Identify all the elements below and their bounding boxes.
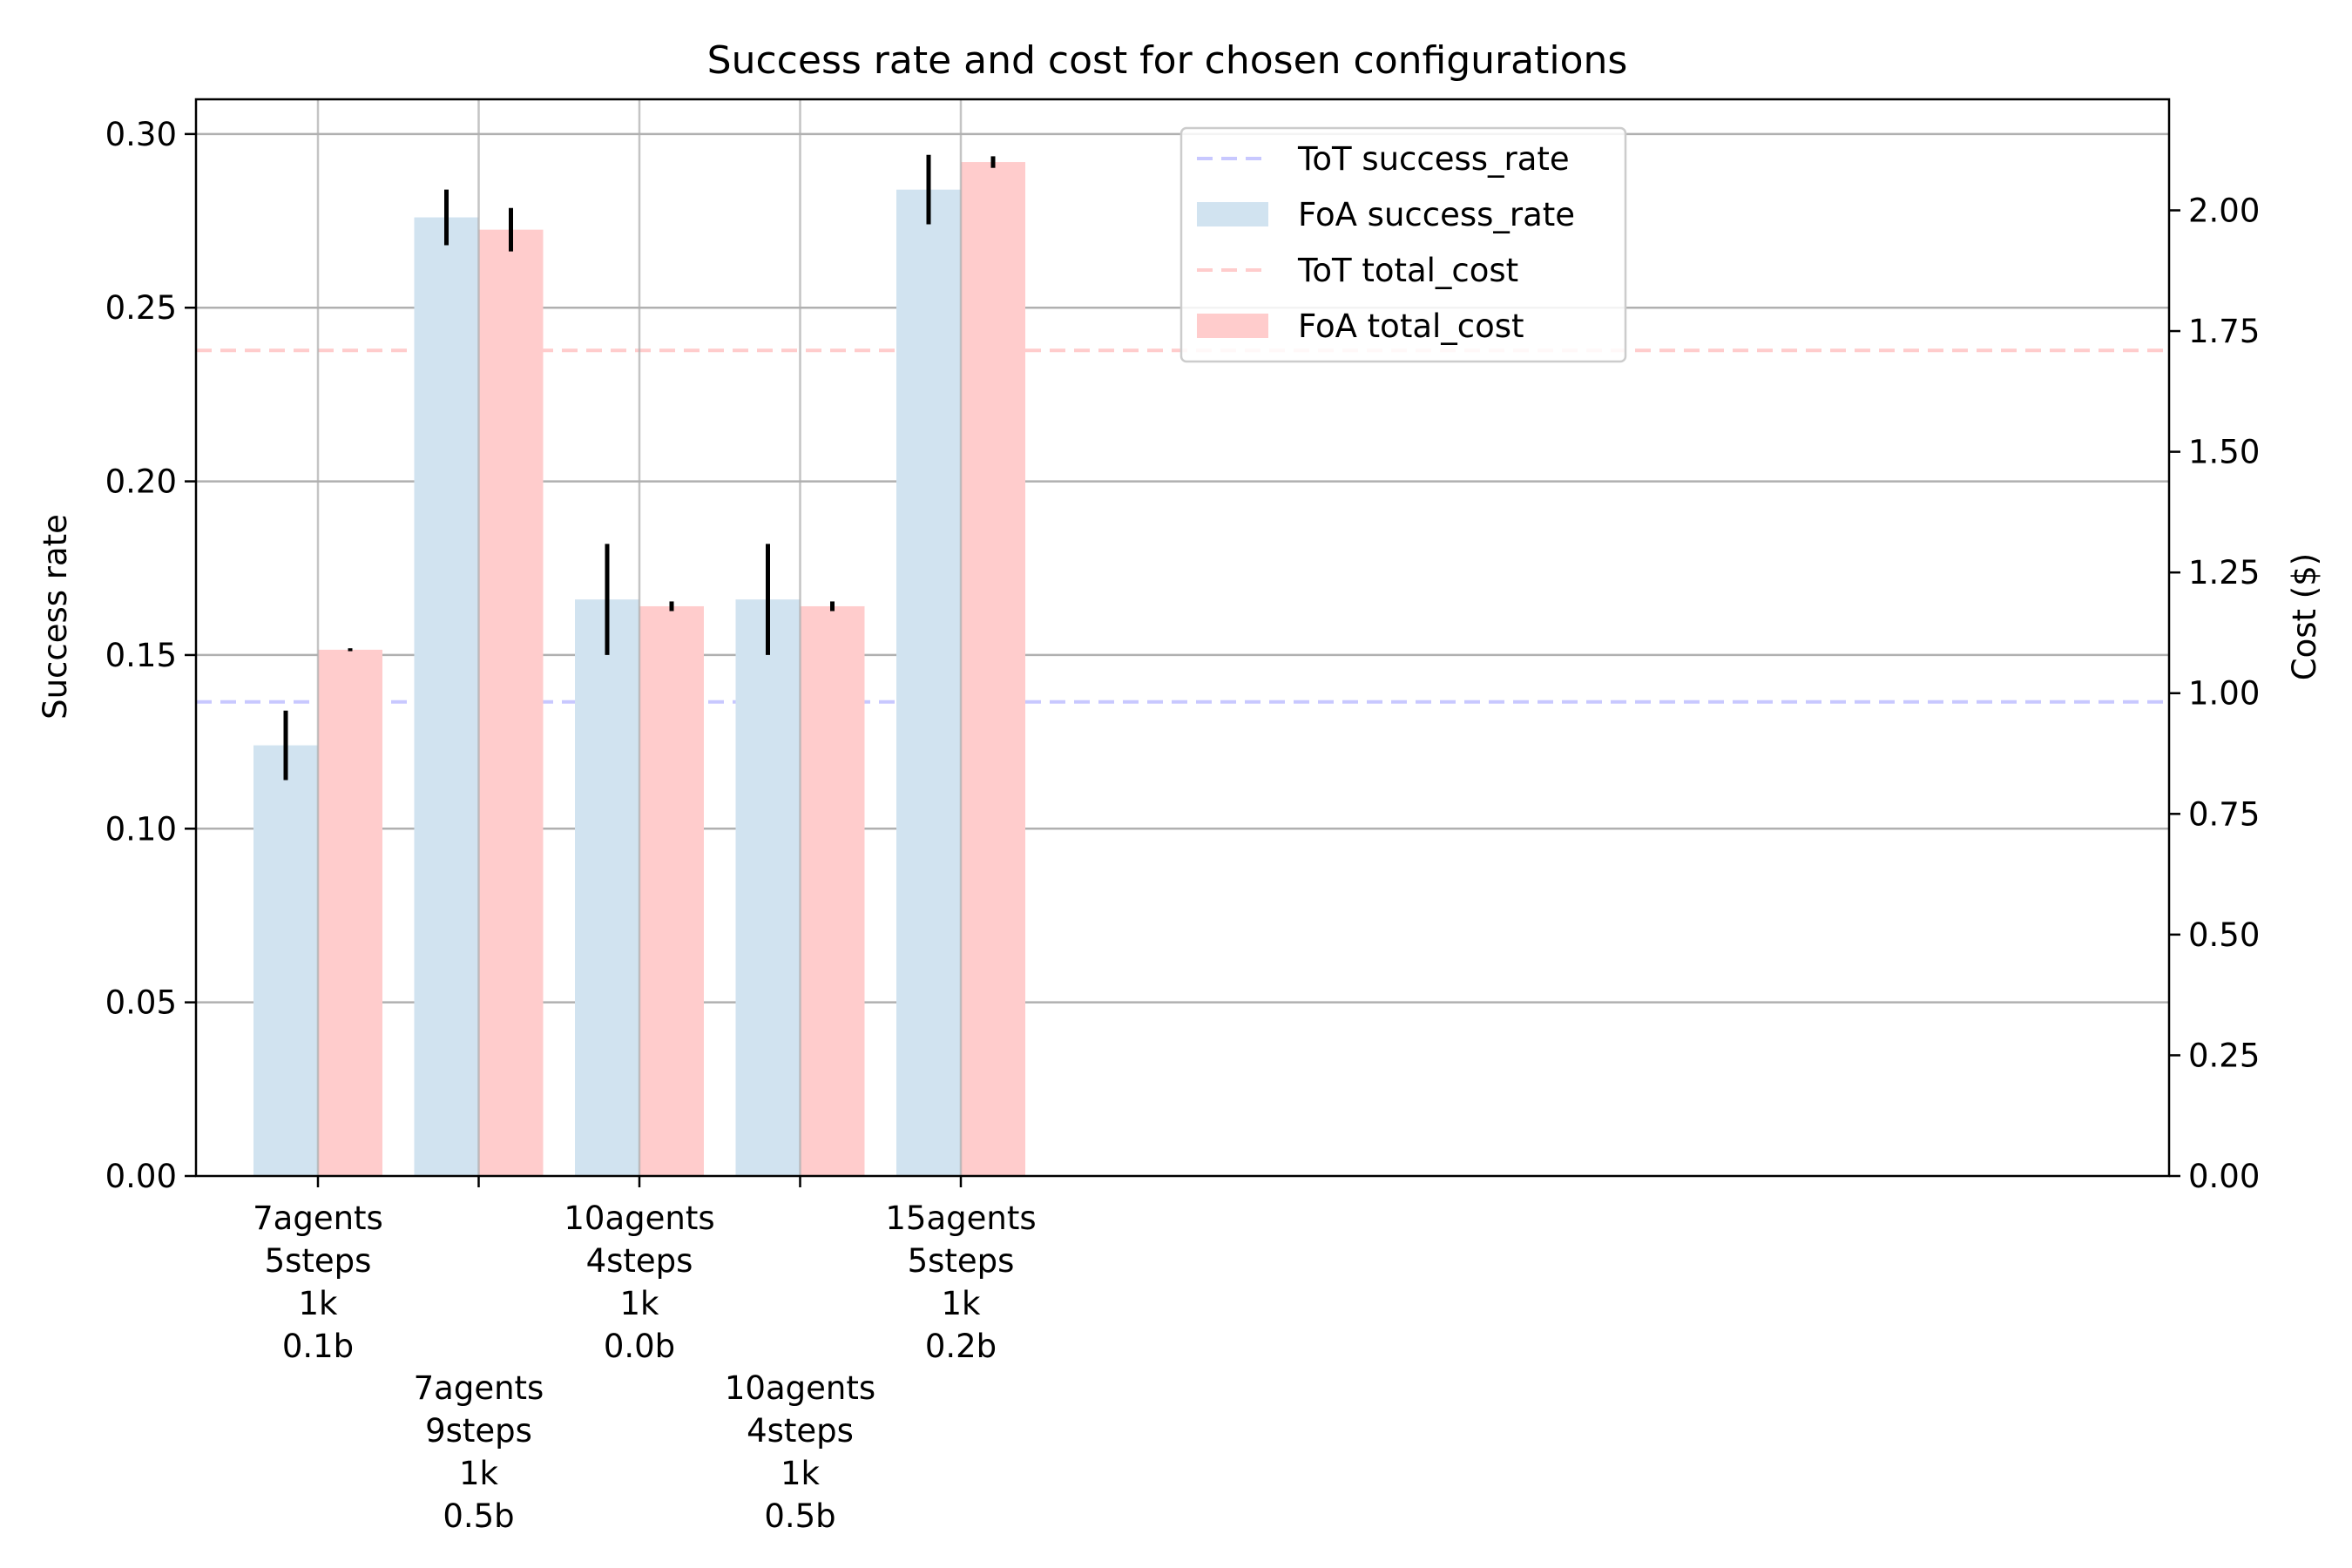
axes — [194, 98, 2171, 1178]
x-tick-label-line: 9steps — [425, 1412, 532, 1450]
bar-total-cost — [800, 605, 865, 1176]
x-tick-label-line: 0.1b — [282, 1328, 354, 1365]
x-tick-label: 15agents 5steps 1k 0.2b — [885, 1200, 1036, 1365]
y-axis-label: Success rate — [37, 514, 74, 720]
x-tick-label-line: 15agents — [885, 1200, 1036, 1237]
error-bars — [283, 154, 996, 781]
y2-axis-label: Cost ($) — [2286, 553, 2323, 680]
legend-box — [1179, 126, 1627, 363]
x-tick-label-line: 10agents — [564, 1200, 714, 1237]
bar-total-cost — [318, 649, 382, 1176]
bar-total-cost — [478, 229, 544, 1176]
legend-label: ToT total_cost — [1297, 252, 1518, 289]
x-tick-label-line: 0.0b — [604, 1328, 675, 1365]
y2-tick-label: 1.25 — [2188, 554, 2260, 591]
x-tick-label-line: 4steps — [747, 1412, 854, 1450]
y2-tick-label: 1.75 — [2188, 313, 2260, 350]
x-tick-label-line: 0.5b — [443, 1497, 514, 1535]
x-tick-label-line: 1k — [942, 1285, 982, 1322]
y2-tick-label: 0.50 — [2188, 916, 2260, 954]
x-tick-label-line: 1k — [299, 1285, 339, 1322]
x-tick-label-line: 10agents — [725, 1369, 875, 1407]
x-tick-label-line: 1k — [620, 1285, 660, 1322]
x-tick-label-line: 7agents — [253, 1200, 383, 1237]
y2-tick-label: 1.50 — [2188, 434, 2260, 471]
y2-tick-label: 2.00 — [2188, 192, 2260, 229]
plot-frame — [194, 98, 2171, 1178]
y2-tick-label: 1.00 — [2188, 675, 2260, 713]
x-tick-label-line: 5steps — [265, 1242, 372, 1280]
x-tick-label: 7agents 5steps 1k 0.1b — [253, 1200, 383, 1365]
bar-success-rate — [575, 599, 639, 1176]
y-tick-label: 0.20 — [105, 463, 177, 501]
x-tick-label: 10agents 4steps 1k 0.0b — [564, 1200, 714, 1365]
x-tick-label: 7agents 9steps 1k 0.5b — [414, 1369, 544, 1535]
y2-tick-label: 0.25 — [2188, 1037, 2260, 1074]
bar-success-rate — [414, 217, 479, 1177]
x-tick-label-line: 5steps — [908, 1242, 1015, 1280]
legend: ToT success_rate FoA success_rate ToT tota… — [1179, 126, 1627, 363]
bar-total-cost — [961, 162, 1025, 1176]
x-tick-label-line: 0.2b — [925, 1328, 997, 1365]
x-tick-label-line: 1k — [459, 1455, 499, 1492]
chart-title: Success rate and cost for chosen configu… — [707, 38, 1628, 83]
x-tick-label-line: 0.5b — [764, 1497, 835, 1535]
bar-success-rate — [735, 599, 801, 1176]
bar-success-rate — [253, 745, 318, 1176]
legend-label: FoA success_rate — [1298, 196, 1575, 233]
x-tick-label-line: 7agents — [414, 1369, 544, 1407]
y-tick-label: 0.15 — [105, 637, 177, 674]
y-tick-label: 0.30 — [105, 116, 177, 153]
y-tick-label: 0.05 — [105, 984, 177, 1022]
bar-total-cost — [639, 605, 704, 1176]
x-tick-label-line: 4steps — [586, 1242, 693, 1280]
x-tick-label: 10agents 4steps 1k 0.5b — [725, 1369, 875, 1535]
bars — [253, 162, 1025, 1177]
legend-label: ToT success_rate — [1297, 140, 1570, 178]
legend-label: FoA total_cost — [1298, 308, 1524, 345]
vertical-grid — [316, 99, 963, 1176]
ticks: 0.00 0.05 0.10 0.15 0.20 0.25 0.30 0.00 0.25 0.50… — [105, 116, 2261, 1535]
y-tick-label: 0.10 — [105, 810, 177, 848]
y2-tick-label: 0.75 — [2188, 795, 2260, 833]
y-tick-label: 0.25 — [105, 289, 177, 327]
x-tick-label-line: 1k — [781, 1455, 821, 1492]
legend-swatch-patch — [1197, 202, 1268, 226]
y-tick-label: 0.00 — [105, 1158, 177, 1195]
y2-tick-label: 0.00 — [2188, 1158, 2260, 1195]
legend-swatch-patch — [1197, 314, 1268, 338]
bar-success-rate — [896, 189, 961, 1176]
